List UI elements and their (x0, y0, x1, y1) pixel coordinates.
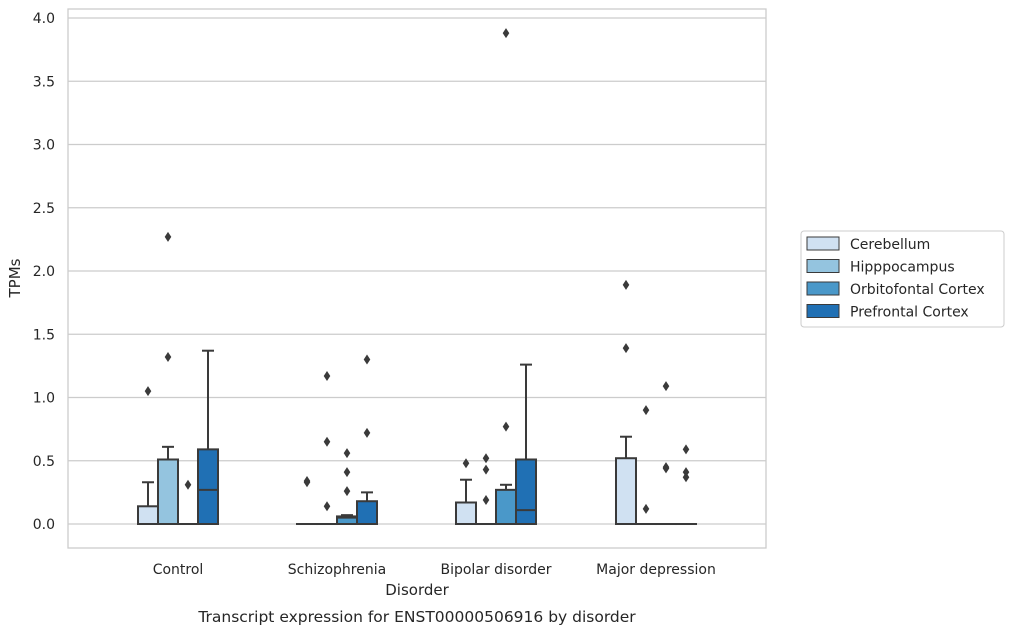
chart-caption: Transcript expression for ENST0000050691… (197, 608, 636, 626)
outlier-point (323, 370, 331, 381)
y-tick-label: 4.0 (33, 11, 55, 27)
box-body (356, 500, 378, 526)
x-axis-label: Disorder (385, 581, 449, 599)
legend-frame (800, 230, 1005, 328)
legend-swatch (806, 304, 840, 318)
x-tick-label: Bipolar disorder (440, 562, 551, 578)
box-orbitofontal-cortex (655, 381, 677, 526)
outlier-point (323, 436, 331, 447)
box-prefrontal-cortex (356, 354, 378, 526)
box-hipppocampus (157, 231, 179, 525)
outlier-point (482, 453, 490, 464)
outlier-point (502, 28, 510, 39)
y-tick-label: 0.0 (33, 517, 55, 533)
y-tick-label: 3.5 (33, 74, 55, 90)
y-axis-ticks: 0.0 0.5 1.0 1.5 2.0 2.5 3.0 3.5 4.0 (33, 11, 55, 533)
box-body (495, 488, 517, 525)
legend-swatch (806, 259, 840, 273)
x-tick-label: Control (153, 562, 204, 578)
box-orbitofontal-cortex (336, 448, 358, 525)
legend-label: Prefrontal Cortex (850, 305, 969, 321)
outlier-point (642, 405, 650, 416)
outlier-point (343, 467, 351, 478)
box-body (515, 458, 537, 525)
outlier-point (682, 444, 690, 455)
box-body (157, 458, 179, 525)
legend-label: Hipppocampus (850, 260, 955, 276)
legend: Cerebellum Hipppocampus Orbitofontal Corte… (800, 230, 1005, 328)
outlier-point (462, 458, 470, 469)
box-hipppocampus (316, 370, 338, 526)
y-axis-label: TPMs (6, 258, 24, 298)
box-cerebellum (137, 386, 159, 526)
box-orbitofontal-cortex (177, 479, 199, 526)
outlier-point (164, 352, 172, 363)
outlier-point (144, 386, 152, 397)
legend-label: Cerebellum (850, 237, 930, 253)
box-body (455, 501, 477, 525)
box-hipppocampus (635, 405, 657, 526)
outlier-point (682, 472, 690, 483)
box-orbitofontal-cortex (495, 28, 517, 525)
x-axis-ticks: Control Schizophrenia Bipolar disorder Majo… (153, 562, 716, 578)
outlier-point (662, 463, 670, 474)
outlier-point (682, 467, 690, 478)
outlier-point (363, 354, 371, 365)
outlier-point (622, 343, 630, 354)
y-tick-label: 1.5 (33, 327, 55, 343)
box-cerebellum (615, 279, 637, 525)
x-tick-label: Schizophrenia (288, 562, 386, 578)
x-tick-label: Major depression (596, 562, 716, 578)
y-tick-label: 2.0 (33, 264, 55, 280)
outlier-point (502, 421, 510, 432)
outlier-point (482, 494, 490, 505)
box-prefrontal-cortex (675, 444, 697, 526)
plot-frame (67, 8, 767, 549)
legend-swatch (806, 236, 840, 251)
y-tick-label: 0.5 (33, 454, 55, 470)
outlier-point (482, 464, 490, 475)
legend-label: Orbitofontal Cortex (850, 282, 985, 298)
box-body (615, 457, 637, 525)
box-body (137, 505, 159, 526)
outlier-point (184, 479, 192, 490)
outlier-point (622, 279, 630, 290)
box-cerebellum (296, 475, 318, 526)
box-body (197, 448, 219, 525)
box-prefrontal-cortex (515, 363, 537, 525)
outlier-point (363, 427, 371, 438)
y-tick-label: 2.5 (33, 201, 55, 217)
grid-lines (68, 17, 766, 525)
outlier-point (323, 501, 331, 512)
outlier-point (642, 503, 650, 514)
box-cerebellum (455, 458, 477, 525)
outlier-point (164, 231, 172, 242)
y-tick-label: 3.0 (33, 138, 55, 154)
box-hipppocampus (475, 453, 497, 526)
box-groups (137, 28, 697, 526)
outlier-point (343, 486, 351, 497)
box-prefrontal-cortex (197, 349, 219, 525)
outlier-point (343, 448, 351, 459)
y-tick-label: 1.0 (33, 391, 55, 407)
outlier-point (303, 477, 311, 488)
legend-swatch (806, 281, 840, 296)
outlier-point (662, 381, 670, 392)
